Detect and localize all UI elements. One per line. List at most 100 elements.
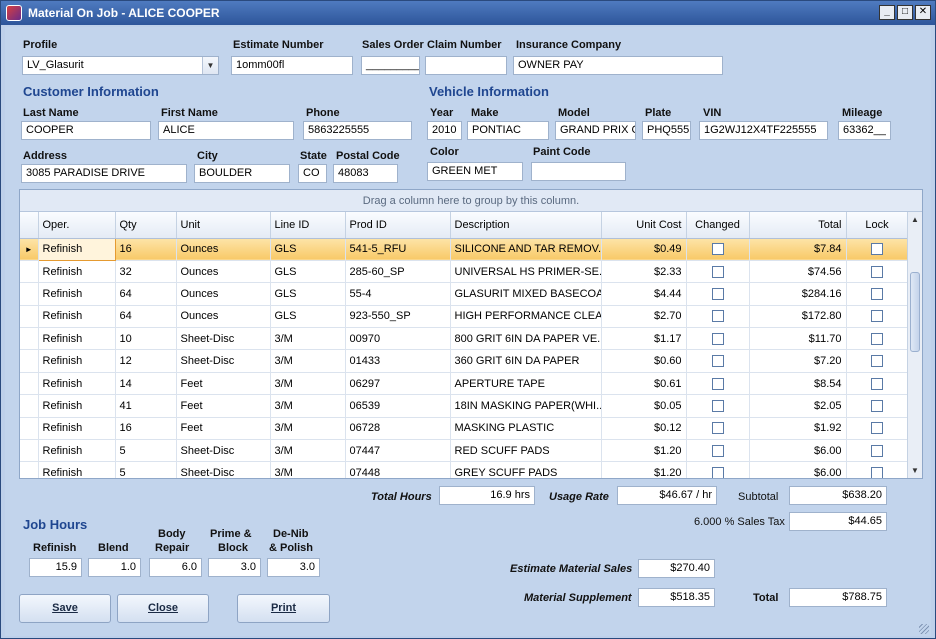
scroll-down-icon[interactable]: ▼ <box>911 466 919 475</box>
cell-oper[interactable]: Refinish <box>38 349 116 373</box>
cell-oper[interactable]: Refinish <box>38 372 116 396</box>
cell-unit[interactable]: Sheet-Disc <box>176 327 271 351</box>
phone-field[interactable]: 5863225555 <box>303 121 412 140</box>
state-field[interactable]: CO <box>298 164 327 183</box>
col-lock[interactable]: Lock <box>846 212 909 239</box>
cell-changed[interactable] <box>686 394 750 418</box>
col-description[interactable]: Description <box>450 212 602 239</box>
maximize-button[interactable]: □ <box>897 5 913 20</box>
cell-description[interactable]: APERTURE TAPE <box>450 372 602 396</box>
col-unit[interactable]: Unit <box>176 212 271 239</box>
body-repair-hours-field[interactable]: 6.0 <box>149 558 202 577</box>
cell-total[interactable]: $7.20 <box>749 349 847 373</box>
cell-line-id[interactable]: 3/M <box>270 417 346 441</box>
cell-lock[interactable] <box>846 305 909 329</box>
cell-total[interactable]: $74.56 <box>749 260 847 284</box>
cell-description[interactable]: HIGH PERFORMANCE CLEA... <box>450 305 602 329</box>
cell-line-id[interactable]: 3/M <box>270 372 346 396</box>
cell-prod-id[interactable]: 285-60_SP <box>345 260 451 284</box>
cell-oper[interactable]: Refinish <box>38 260 116 284</box>
cell-prod-id[interactable]: 01433 <box>345 349 451 373</box>
blend-hours-field[interactable]: 1.0 <box>88 558 141 577</box>
cell-oper[interactable]: Refinish <box>38 461 116 478</box>
lock-checkbox[interactable] <box>871 444 883 457</box>
cell-lock[interactable] <box>846 461 909 478</box>
lock-checkbox[interactable] <box>871 399 883 412</box>
cell-lock[interactable] <box>846 238 909 261</box>
print-button[interactable]: Print <box>237 594 330 623</box>
cell-prod-id[interactable]: 923-550_SP <box>345 305 451 329</box>
color-field[interactable]: GREEN MET <box>427 162 523 181</box>
cell-prod-id[interactable]: 06728 <box>345 417 451 441</box>
cell-unit[interactable]: Sheet-Disc <box>176 461 271 478</box>
close-button[interactable]: Close <box>117 594 209 623</box>
cell-line-id[interactable]: 3/M <box>270 394 346 418</box>
lock-checkbox[interactable] <box>871 243 883 256</box>
estimate-material-sales-field[interactable]: $270.40 <box>638 559 715 578</box>
cell-line-id[interactable]: GLS <box>270 282 346 306</box>
cell-qty[interactable]: 14 <box>115 372 177 396</box>
subtotal-field[interactable]: $638.20 <box>789 486 887 505</box>
changed-checkbox[interactable] <box>711 377 724 390</box>
cell-total[interactable]: $6.00 <box>749 461 847 478</box>
cell-prod-id[interactable]: 55-4 <box>345 282 451 306</box>
cell-unit-cost[interactable]: $0.12 <box>601 417 687 441</box>
cell-qty[interactable]: 10 <box>115 327 177 351</box>
changed-checkbox[interactable] <box>711 243 724 256</box>
col-unit-cost[interactable]: Unit Cost <box>601 212 687 239</box>
table-row[interactable]: Refinish 32 Ounces GLS 285-60_SP UNIVERSAL HS… <box>20 260 909 284</box>
cell-unit[interactable]: Feet <box>176 394 271 418</box>
cell-lock[interactable] <box>846 439 909 463</box>
cell-description[interactable]: GREY SCUFF PADS <box>450 461 602 478</box>
cell-qty[interactable]: 5 <box>115 439 177 463</box>
cell-changed[interactable] <box>686 417 750 441</box>
cell-oper[interactable]: Refinish <box>38 327 116 351</box>
changed-checkbox[interactable] <box>711 265 724 278</box>
cell-qty[interactable]: 64 <box>115 305 177 329</box>
sales-order-field[interactable]: _________ <box>361 56 420 75</box>
cell-unit[interactable]: Sheet-Disc <box>176 439 271 463</box>
cell-unit[interactable]: Ounces <box>176 282 271 306</box>
cell-unit-cost[interactable]: $4.44 <box>601 282 687 306</box>
cell-unit-cost[interactable]: $0.05 <box>601 394 687 418</box>
cell-prod-id[interactable]: 00970 <box>345 327 451 351</box>
cell-qty[interactable]: 12 <box>115 349 177 373</box>
material-supplement-field[interactable]: $518.35 <box>638 588 715 607</box>
cell-unit-cost[interactable]: $2.70 <box>601 305 687 329</box>
lock-checkbox[interactable] <box>871 310 883 323</box>
estimate-number-field[interactable]: 1omm00fl <box>231 56 353 75</box>
cell-description[interactable]: GLASURIT MIXED BASECOA... <box>450 282 602 306</box>
cell-unit[interactable]: Ounces <box>176 238 271 261</box>
changed-checkbox[interactable] <box>711 332 724 345</box>
table-row[interactable]: Refinish 64 Ounces GLS 923-550_SP HIGH PERFOR… <box>20 305 909 329</box>
cell-unit-cost[interactable]: $1.20 <box>601 439 687 463</box>
cell-prod-id[interactable]: 06297 <box>345 372 451 396</box>
table-row[interactable]: Refinish 14 Feet 3/M 06297 APERTURE TAPE $0.61… <box>20 372 909 396</box>
changed-checkbox[interactable] <box>711 399 724 412</box>
total-hours-field[interactable]: 16.9 hrs <box>439 486 535 505</box>
cell-description[interactable]: SILICONE AND TAR REMOV... <box>450 238 602 261</box>
cell-total[interactable]: $11.70 <box>749 327 847 351</box>
cell-unit[interactable]: Feet <box>176 417 271 441</box>
last-name-field[interactable]: COOPER <box>21 121 151 140</box>
table-row[interactable]: Refinish 16 Feet 3/M 06728 MASKING PLASTIC $0.… <box>20 417 909 441</box>
cell-lock[interactable] <box>846 282 909 306</box>
cell-oper[interactable]: Refinish <box>38 417 116 441</box>
cell-prod-id[interactable]: 541-5_RFU <box>345 238 451 261</box>
cell-line-id[interactable]: 3/M <box>270 461 346 478</box>
cell-line-id[interactable]: 3/M <box>270 327 346 351</box>
make-field[interactable]: PONTIAC <box>467 121 549 140</box>
mileage-field[interactable]: 63362__ <box>838 121 891 140</box>
cell-lock[interactable] <box>846 349 909 373</box>
cell-line-id[interactable]: 3/M <box>270 439 346 463</box>
cell-lock[interactable] <box>846 260 909 284</box>
cell-line-id[interactable]: GLS <box>270 238 346 261</box>
cell-line-id[interactable]: GLS <box>270 305 346 329</box>
cell-qty[interactable]: 16 <box>115 417 177 441</box>
col-changed[interactable]: Changed <box>686 212 750 239</box>
cell-oper[interactable]: Refinish <box>38 439 116 463</box>
vin-field[interactable]: 1G2WJ12X4TF225555 <box>699 121 828 140</box>
profile-combo[interactable]: LV_Glasurit ▼ <box>22 56 219 75</box>
denib-polish-hours-field[interactable]: 3.0 <box>267 558 320 577</box>
cell-unit-cost[interactable]: $1.20 <box>601 461 687 478</box>
